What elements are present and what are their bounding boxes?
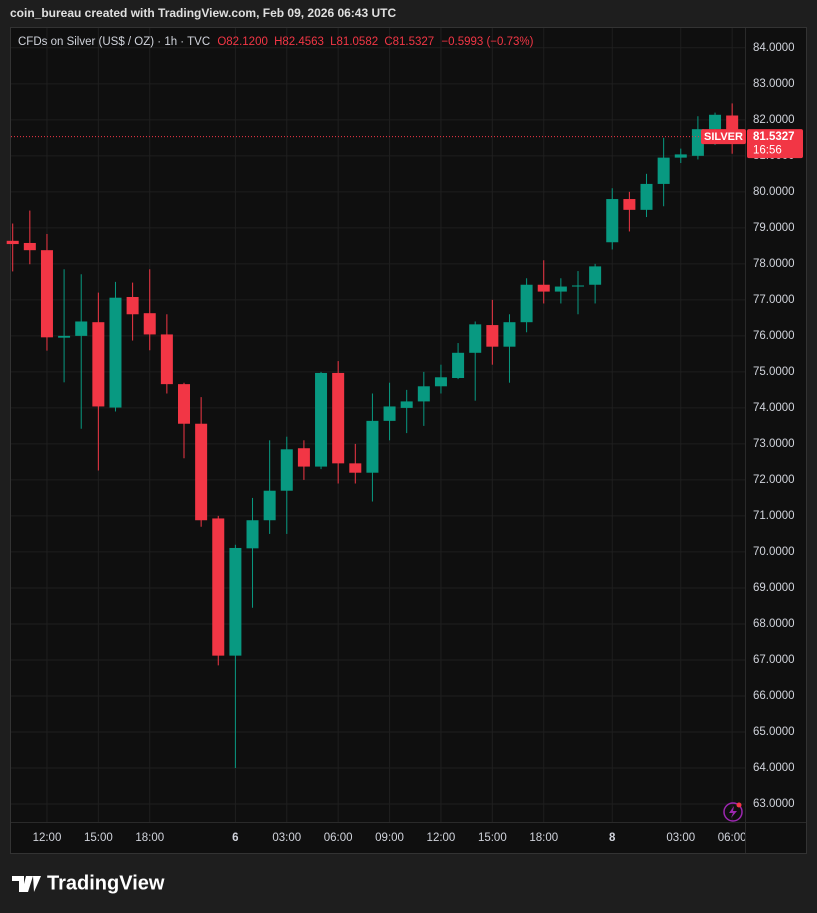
- candle-body: [23, 242, 36, 251]
- chart-panel: [10, 27, 807, 854]
- candle-body: [332, 372, 345, 464]
- x-tick-label: 15:00: [478, 832, 507, 844]
- y-tick-label: 78.0000: [753, 258, 795, 270]
- candle-body: [691, 129, 704, 156]
- x-tick-label: 6: [232, 832, 238, 844]
- y-tick-label: 77.0000: [753, 294, 795, 306]
- candle-body: [571, 285, 584, 287]
- candle-body: [469, 324, 482, 353]
- y-tick-label: 71.0000: [753, 510, 795, 522]
- candle-body: [40, 250, 53, 338]
- y-tick-label: 67.0000: [753, 654, 795, 666]
- candle-body: [75, 321, 88, 336]
- candle-body: [503, 322, 516, 347]
- candle-body: [6, 240, 19, 245]
- candle-body: [417, 386, 430, 402]
- x-tick-label: 18:00: [135, 832, 164, 844]
- candle-body: [280, 449, 293, 491]
- y-tick-label: 74.0000: [753, 402, 795, 414]
- x-tick-label: 06:00: [718, 832, 747, 844]
- change: −0.5993 (−0.73%): [441, 36, 533, 48]
- countdown: 16:56: [753, 145, 782, 157]
- candle-body: [674, 154, 687, 158]
- y-tick-label: 83.0000: [753, 78, 795, 90]
- candle-body: [315, 372, 328, 467]
- y-tick-label: 79.0000: [753, 222, 795, 234]
- y-tick-label: 65.0000: [753, 726, 795, 738]
- y-tick-label: 80.0000: [753, 186, 795, 198]
- candle-body: [58, 335, 71, 338]
- candle-body: [486, 325, 499, 347]
- candle-body: [400, 401, 413, 408]
- x-tick-label: 15:00: [84, 832, 113, 844]
- candle-body: [246, 520, 259, 549]
- close: C81.5327: [384, 36, 434, 48]
- candle-body: [434, 377, 447, 387]
- x-tick-label: 8: [609, 832, 616, 844]
- y-tick-label: 69.0000: [753, 582, 795, 594]
- y-tick-label: 64.0000: [753, 762, 795, 774]
- y-tick-label: 73.0000: [753, 438, 795, 450]
- candle-body: [709, 114, 722, 130]
- candle-body: [383, 406, 396, 421]
- candle-body: [520, 284, 533, 323]
- candle-body: [589, 266, 602, 285]
- candle-body: [623, 199, 636, 210]
- y-tick-label: 63.0000: [753, 798, 795, 810]
- x-tick-label: 03:00: [272, 832, 301, 844]
- price-tag-box: [747, 129, 803, 159]
- candle-body: [195, 423, 208, 521]
- credit: coin_bureau created with TradingView.com…: [10, 6, 396, 20]
- x-tick-label: 06:00: [324, 832, 353, 844]
- candle-body: [640, 183, 653, 210]
- y-tick-label: 75.0000: [753, 366, 795, 378]
- candle-body: [537, 284, 550, 292]
- logo-icon: [12, 876, 41, 892]
- candle-body: [554, 286, 567, 292]
- candle-body: [160, 334, 173, 385]
- y-tick-label: 82.0000: [753, 114, 795, 126]
- candle-body: [263, 490, 276, 521]
- candle-body: [366, 420, 379, 473]
- candle-body: [92, 322, 105, 407]
- symbol-tag: SILVER: [704, 131, 743, 143]
- low: L81.0582: [330, 36, 378, 48]
- y-tick-label: 70.0000: [753, 546, 795, 558]
- y-tick-label: 72.0000: [753, 474, 795, 486]
- candle-body: [452, 352, 465, 379]
- open: O82.1200: [217, 36, 268, 48]
- alert-bolt: [729, 806, 737, 818]
- x-tick-label: 18:00: [529, 832, 558, 844]
- candle-body: [178, 384, 190, 424]
- alert-dot: [736, 802, 742, 808]
- y-tick-label: 84.0000: [753, 42, 795, 54]
- symbol: CFDs on Silver (US$ / OZ) · 1h · TVC: [18, 36, 210, 48]
- high: H82.4563: [274, 36, 324, 48]
- candle-body: [143, 313, 156, 335]
- x-tick-label: 09:00: [375, 832, 404, 844]
- candle-body: [606, 199, 619, 243]
- y-tick-label: 66.0000: [753, 690, 795, 702]
- legend-header: CFDs on Silver (US$ / OZ) · 1h · TVC O82…: [18, 36, 534, 48]
- alert-icon[interactable]: [723, 802, 743, 822]
- candle-body: [657, 157, 670, 184]
- candle-body: [126, 296, 139, 315]
- candle-body: [212, 518, 225, 656]
- candle-body: [109, 297, 122, 408]
- brand: TradingView: [47, 872, 165, 894]
- candle-body: [349, 463, 362, 473]
- price-tag: 81.5327: [753, 131, 795, 143]
- x-tick-label: 12:00: [33, 832, 62, 844]
- x-tick-label: 03:00: [666, 832, 695, 844]
- y-tick-label: 76.0000: [753, 330, 795, 342]
- plot: 63.0000 64.0000 65.0000 66.0000 67.0000 68.00…: [6, 28, 806, 853]
- candle-body: [297, 448, 310, 467]
- candle-body: [229, 547, 242, 656]
- x-tick-label: 12:00: [427, 832, 456, 844]
- symbol-tag-box: [701, 129, 746, 145]
- y-tick-label: 68.0000: [753, 618, 795, 630]
